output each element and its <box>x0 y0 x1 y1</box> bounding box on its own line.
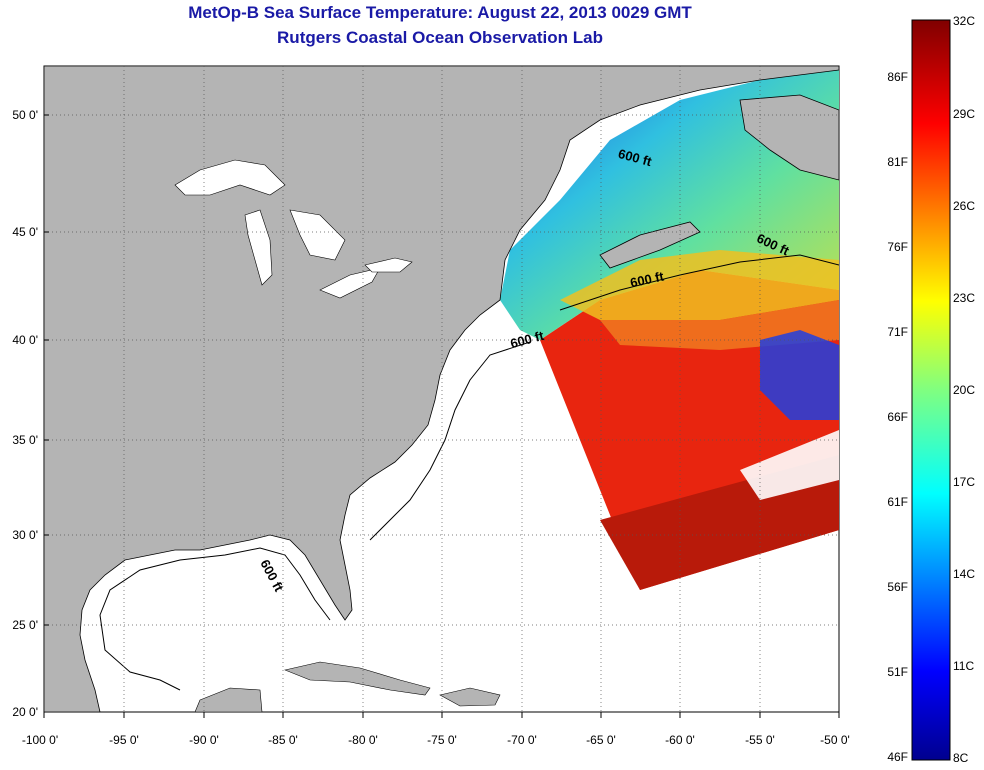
lat-tick-30: 30 0' <box>12 528 38 542</box>
lat-tick-35: 35 0' <box>12 433 38 447</box>
map-title: MetOp-B Sea Surface Temperature: August … <box>188 3 692 22</box>
colorbar-f-66: 66F <box>887 410 908 424</box>
land-yucatan <box>194 687 263 712</box>
lake-erie <box>319 267 381 299</box>
lon-tick-65: -65 0' <box>586 733 616 747</box>
map-subtitle: Rutgers Coastal Ocean Observation Lab <box>277 28 603 47</box>
lon-tick-100: -100 0' <box>21 733 59 747</box>
colorbar-c-20: 20C <box>953 383 976 397</box>
colorbar-f-51: 51F <box>887 665 908 679</box>
sst-yellow-band <box>560 250 839 320</box>
land-cuba <box>283 661 431 696</box>
sst-cloud-patch <box>740 430 839 500</box>
land-newfoundland <box>739 94 839 181</box>
lon-tick-85: -85 0' <box>268 733 298 747</box>
lake-superior <box>174 159 286 196</box>
lake-ontario <box>364 257 413 273</box>
lon-tick-60: -60 0' <box>665 733 695 747</box>
colorbar-c-17: 17C <box>953 475 976 489</box>
colorbar-c-23: 23C <box>953 291 976 305</box>
graticule <box>44 66 839 712</box>
lon-tick-70: -70 0' <box>507 733 537 747</box>
colorbar-c-11: 11C <box>953 659 975 673</box>
lon-tick-90: -90 0' <box>189 733 219 747</box>
colorbar-c-29: 29C <box>953 107 976 121</box>
lat-tick-45: 45 0' <box>12 225 38 239</box>
lat-tick-50: 50 0' <box>12 108 38 122</box>
colorbar-f-56: 56F <box>887 580 908 594</box>
colorbar-c-8: 8C <box>953 751 969 765</box>
sst-blue-eddy <box>760 330 839 420</box>
contour-line-north <box>559 254 839 311</box>
lon-tick-80: -80 0' <box>348 733 378 747</box>
lon-tick-55: -55 0' <box>745 733 775 747</box>
colorbar-c-26: 26C <box>953 199 976 213</box>
lake-huron <box>289 209 346 261</box>
colorbar-f-86: 86F <box>887 70 908 84</box>
lat-tick-25: 25 0' <box>12 618 38 632</box>
lon-tick-75: -75 0' <box>427 733 457 747</box>
lat-tick-20: 20 0' <box>12 705 38 719</box>
land-hispaniola <box>439 687 501 707</box>
colorbar-f-81: 81F <box>887 155 908 169</box>
colorbar-c-32: 32C <box>953 14 976 28</box>
colorbar-f-76: 76F <box>887 240 908 254</box>
lat-tick-40: 40 0' <box>12 333 38 347</box>
lake-michigan <box>244 209 273 286</box>
colorbar-f-46: 46F <box>887 750 908 764</box>
colorbar-f-71: 71F <box>887 325 908 339</box>
colorbar-f-61: 61F <box>887 495 908 509</box>
lon-tick-95: -95 0' <box>109 733 139 747</box>
lon-tick-50: -50 0' <box>820 733 850 747</box>
contour-line-gulf <box>99 547 331 691</box>
land-north-america <box>44 66 839 712</box>
colorbar <box>911 19 951 761</box>
colorbar-c-14: 14C <box>953 567 976 581</box>
